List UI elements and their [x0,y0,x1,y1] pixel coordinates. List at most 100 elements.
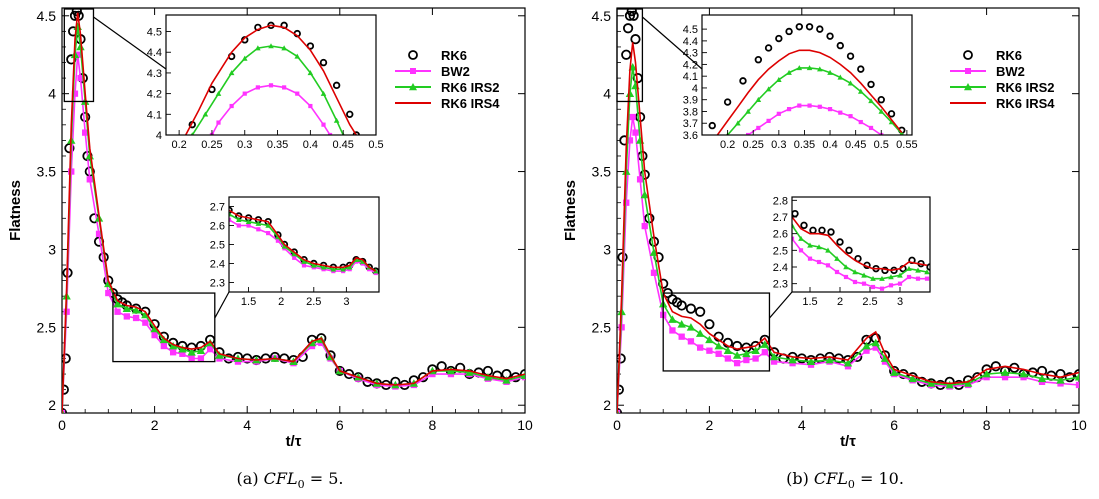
legend-label: RK6 IRS2 [996,80,1055,95]
data-point [915,276,921,281]
data-point [332,81,341,90]
legend-label: RK6 IRS4 [441,96,500,111]
inset-x-tick-label: 0.35 [794,139,815,151]
data-point [151,331,158,339]
data-point [676,300,687,311]
inset-y-tick-label: 4.5 [147,27,162,39]
data-point [687,338,695,345]
data-point [735,120,741,126]
x-tick-label: 0 [613,417,621,433]
data-point [446,366,456,375]
data-point [71,90,79,97]
data-point [1075,381,1079,389]
data-point [732,351,742,359]
data-point [795,23,804,31]
zoom-connector [214,291,230,319]
inset-background [702,15,912,135]
data-point [626,8,637,17]
data-point [677,320,686,328]
inset-frame [701,14,913,136]
inset-y-tick-label: 2.3 [773,279,788,291]
data-point [897,272,903,278]
data-point [196,346,206,355]
data-point [669,327,676,334]
data-point [179,350,186,357]
inset-x-tick-label: 0.3 [237,139,252,151]
inset-y-tick-label: 2.5 [210,240,225,252]
data-point [792,222,795,228]
inset-x-tick-label: 0.35 [267,139,288,151]
data-point [982,369,991,378]
series-line [617,42,1079,413]
inset-y-tick-label: 4 [692,83,698,95]
zoom-connector [93,16,167,70]
data-point [255,45,261,51]
data-point [870,275,876,281]
data-point [858,119,863,125]
x-tick-label: 6 [890,417,898,433]
data-point [897,281,903,286]
data-point [868,125,874,131]
legend-entry: RK6 IRS2 [395,80,500,95]
data-point [617,407,623,413]
inset-x-tick-label: 3 [343,296,349,308]
x-tick-label: 8 [429,417,437,433]
series-rk6-irs4 [62,12,525,413]
data-point [685,303,697,314]
data-point [62,353,71,364]
x-tick-label: 2 [706,417,714,433]
inset-y-tick-label: 3.8 [683,106,698,118]
data-point [697,344,704,351]
data-point [197,355,205,362]
data-point [871,338,880,347]
data-point [807,256,813,261]
y-tick-label: 4.5 [592,8,612,24]
data-point [1000,368,1010,376]
x-axis-label: t/τ [286,433,302,450]
data-point [862,341,871,350]
y-tick-label: 4.5 [37,8,57,24]
data-point [150,324,159,333]
inset-x-tick-label: 2.5 [862,296,877,308]
data-point [641,222,648,230]
legend-swatch-marker [408,50,418,60]
data-point [805,23,814,31]
inset-y-tick-label: 3.9 [683,95,698,107]
data-point [623,199,630,206]
data-point [798,248,804,253]
inset-x-tick-label: 1.5 [241,296,256,308]
data-point [294,53,301,59]
inset-mid: 1.5 2 2.5 3 2.3 2.4 2.5 2.6 2.7 [210,196,380,308]
data-point [785,27,793,36]
legend-entry: BW2 [395,64,470,79]
inset-y-tick-label: 2.7 [210,202,225,214]
data-point [926,379,936,387]
data-point [265,222,271,228]
data-point [62,409,66,413]
data-point [229,211,232,217]
legend-entry: RK6 [408,48,467,63]
data-point [319,58,328,67]
inset-x-tick-label: 0.3 [771,139,786,151]
series-rk6-irs4 [229,209,377,272]
data-point [764,44,773,52]
data-point [86,176,93,183]
zoom-box-peak [63,8,95,103]
data-point [852,351,863,363]
data-point [786,69,792,75]
data-point [818,226,826,235]
data-point [868,98,874,104]
data-point [755,96,762,102]
series-rk6-irs2 [726,65,904,135]
data-point [256,227,261,232]
data-point [187,348,196,356]
inset-x-tick-label: 0.4 [303,139,318,151]
data-point [733,360,741,367]
inset-x-tick-label: 2 [278,296,284,308]
inset-y-tick-label: 2.8 [773,195,788,207]
data-point [346,110,354,119]
data-point [827,69,833,75]
data-point [617,409,621,413]
inset-background [166,15,376,135]
